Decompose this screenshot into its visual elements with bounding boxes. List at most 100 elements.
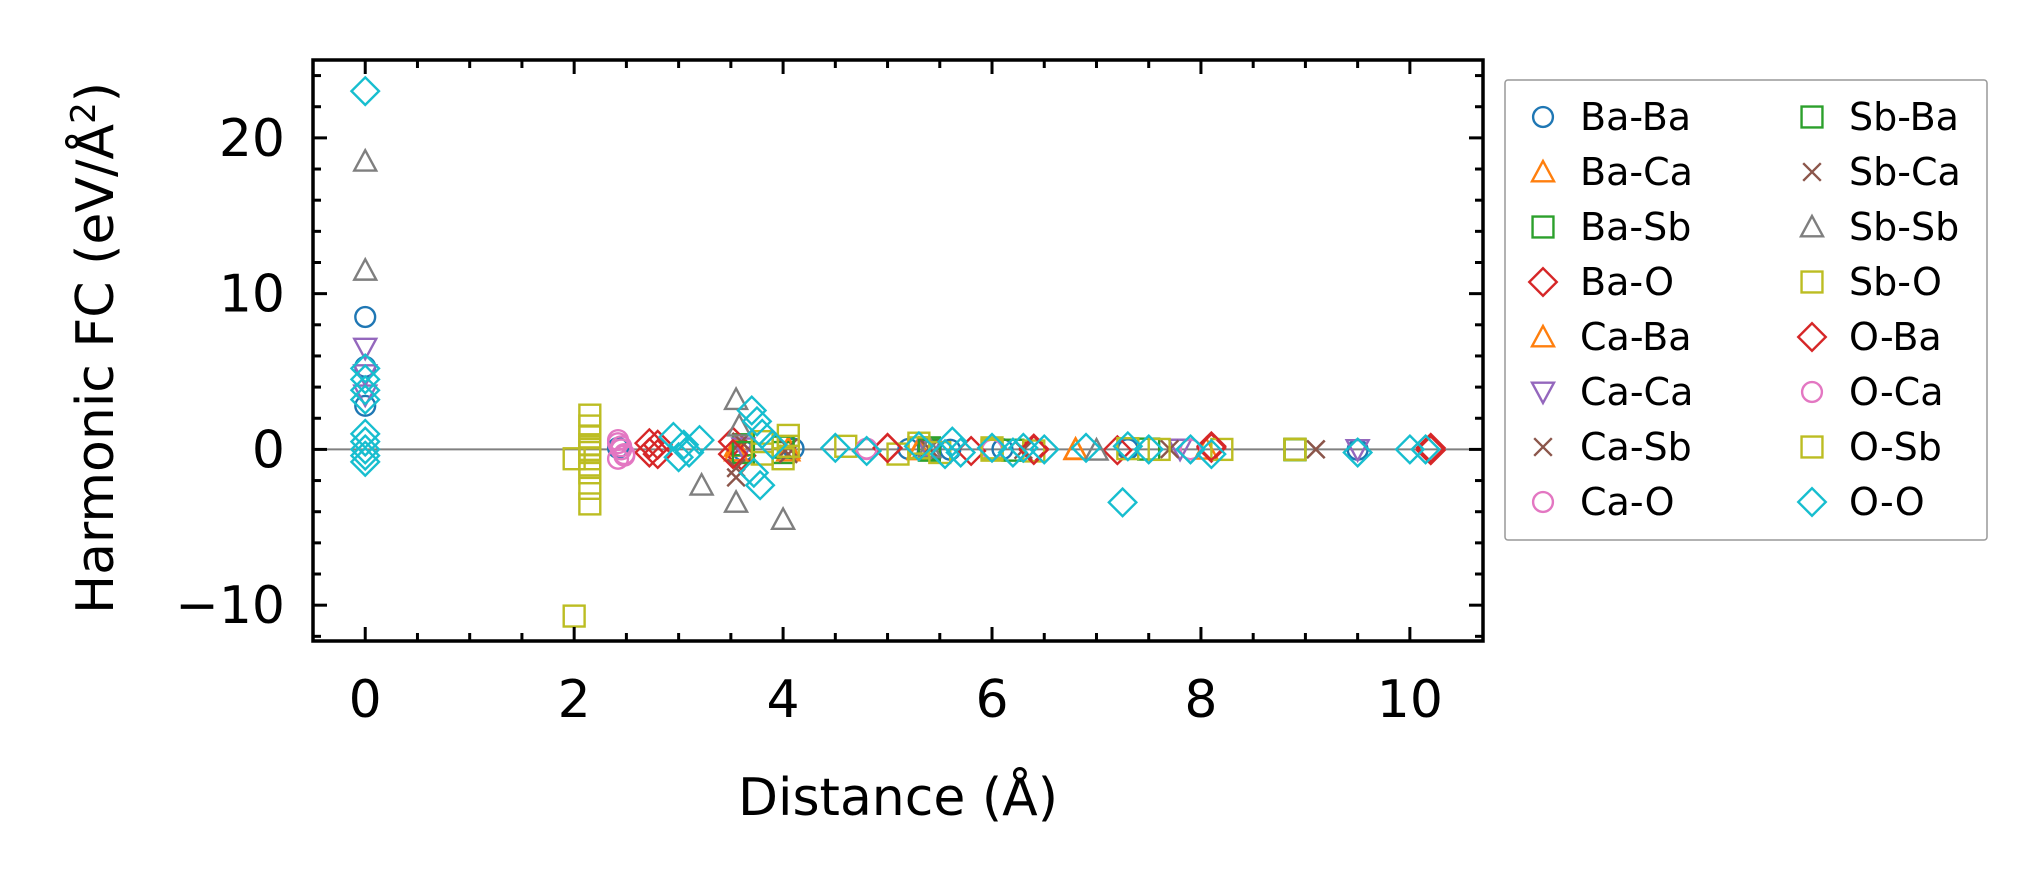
legend-label: Ba-Ba: [1580, 95, 1691, 139]
data-point-o-o: [349, 446, 381, 478]
y-axis-label-close: ): [66, 82, 126, 102]
data-point-o-o: [903, 430, 935, 462]
series-sb-sb: [352, 147, 1110, 531]
legend-item-ca-o: Ca-O: [1531, 480, 1675, 524]
legend-label: Ca-O: [1580, 480, 1675, 524]
data-point-o-o: [741, 405, 773, 437]
data-point-ca-ca: [1167, 438, 1194, 463]
legend-label: Sb-O: [1849, 260, 1942, 304]
y-tick-label: 20: [219, 109, 285, 169]
legend-marker-ca-ba: [1529, 323, 1557, 348]
data-point-o-o: [1342, 437, 1374, 468]
data-point-o-ba: [633, 437, 665, 468]
legend-item-ca-sb: Ca-Sb: [1533, 425, 1692, 469]
data-point-sb-o: [834, 434, 858, 458]
legend-marker-sb-sb: [1798, 213, 1826, 238]
data-point-o-o: [349, 352, 381, 384]
legend-label: Ba-Sb: [1580, 205, 1691, 249]
data-point-o-o: [349, 384, 381, 416]
data-point-sb-o: [1147, 437, 1171, 462]
legend-label: Sb-Ba: [1849, 95, 1959, 139]
data-point-o-sb: [1283, 437, 1307, 462]
data-point-o-sb: [907, 436, 931, 460]
data-point-o-o: [1112, 430, 1144, 462]
data-point-o-o: [936, 426, 968, 458]
x-tick-labels: 0 2 4 6 8 10: [349, 670, 1443, 730]
series-o-ba: [633, 429, 1447, 470]
y-tick-labels: −10 0 10 20: [175, 109, 285, 636]
data-point-ba-o: [1101, 434, 1133, 466]
x-axis-label: Distance (Å): [738, 766, 1058, 828]
data-point-o-o: [1175, 433, 1206, 465]
data-point-o-o: [349, 433, 381, 465]
data-point-sb-sb: [352, 147, 379, 172]
legend-marker-o-ba: [1796, 321, 1828, 353]
legend-item-ca-ca: Ca-Ca: [1529, 370, 1693, 414]
data-point-o-ca: [606, 432, 630, 455]
data-point-o-o: [1410, 433, 1441, 465]
data-point-ba-o: [1415, 432, 1447, 464]
series-o-ca: [606, 432, 1202, 467]
data-point-o-o: [851, 435, 883, 467]
legend-item-ba-ba: Ba-Ba: [1531, 95, 1691, 139]
data-points-layer: [349, 75, 1447, 628]
x-tick-label: 6: [975, 670, 1008, 730]
data-point-sb-o: [578, 453, 602, 477]
y-axis-label-main: Harmonic FC (eV/Å: [64, 123, 126, 614]
data-point-o-o: [976, 432, 1008, 464]
legend-item-o-sb: O-Sb: [1800, 425, 1942, 469]
x-tick-label: 2: [558, 670, 591, 730]
legend-label: O-Ba: [1849, 315, 1942, 359]
legend-marker-ca-ca: [1529, 381, 1557, 406]
data-point-sb-o: [578, 461, 602, 485]
data-point-o-o: [945, 437, 977, 468]
data-point-sb-ca: [1306, 439, 1326, 460]
legend-item-sb-sb: Sb-Sb: [1798, 205, 1959, 249]
legend-marker-sb-ca: [1802, 162, 1822, 182]
y-tick-label: 10: [219, 265, 285, 325]
data-point-o-o: [929, 438, 961, 470]
data-point-o-sb: [776, 434, 800, 458]
data-point-o-ba: [872, 432, 904, 464]
data-point-ca-ba: [1062, 435, 1089, 460]
data-point-o-o: [757, 429, 789, 461]
legend-item-ba-ca: Ba-Ca: [1529, 150, 1693, 194]
data-point-o-o: [1133, 433, 1165, 465]
y-tick-label: 0: [252, 420, 285, 480]
data-point-o-o: [668, 429, 700, 461]
data-point-ba-ba: [354, 305, 377, 329]
data-point-sb-o: [562, 604, 586, 628]
data-point-o-sb: [750, 442, 774, 466]
legend-label: Sb-Sb: [1849, 205, 1959, 249]
x-tick-label: 0: [349, 670, 382, 730]
data-point-o-o: [349, 363, 381, 395]
data-point-o-o: [819, 432, 851, 464]
legend-item-o-o: O-O: [1796, 480, 1925, 524]
plot-frame: [311, 58, 1485, 643]
data-point-o-ba: [717, 438, 749, 470]
legend-marker-ba-ca: [1529, 158, 1557, 183]
data-point-o-ca: [1179, 438, 1202, 461]
legend-item-ba-sb: Ba-Sb: [1531, 205, 1691, 249]
data-point-ba-o: [633, 427, 665, 459]
data-point-o-o: [1028, 433, 1060, 465]
legend-item-sb-ca: Sb-Ca: [1802, 150, 1961, 194]
data-point-ba-ba: [354, 394, 377, 417]
data-point-o-o: [744, 469, 776, 501]
data-point-sb-sb: [352, 256, 379, 281]
data-point-sb-o: [1022, 439, 1046, 463]
legend-marker-o-ca: [1800, 380, 1824, 404]
data-point-o-o: [1007, 432, 1039, 464]
data-point-o-o: [1107, 486, 1139, 518]
data-point-o-o: [736, 395, 768, 426]
legend-label: Ba-Ca: [1580, 150, 1693, 194]
legend-label: O-O: [1849, 480, 1925, 524]
data-point-o-o: [684, 424, 715, 456]
legend-item-ba-o: Ba-O: [1527, 260, 1674, 304]
legend-item-ca-ba: Ca-Ba: [1529, 315, 1692, 359]
axis-ticks-layer: [313, 60, 1483, 641]
data-point-o-o: [673, 437, 705, 468]
legend-item-sb-ba: Sb-Ba: [1800, 95, 1959, 139]
legend-marker-ca-sb: [1533, 437, 1553, 457]
